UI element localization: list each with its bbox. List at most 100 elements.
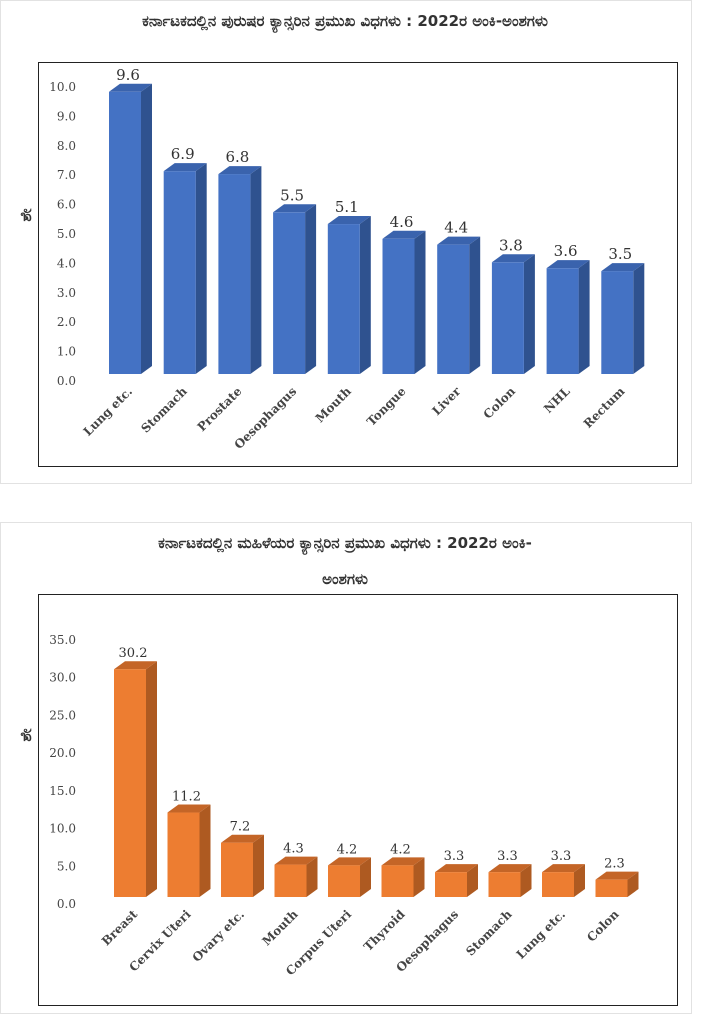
male-bar — [382, 238, 415, 374]
female-y-tick-label: 35.0 — [49, 633, 76, 647]
male-data-label: 5.5 — [280, 186, 304, 204]
female-bar — [221, 842, 253, 897]
male-y-tick-label: 3.0 — [57, 286, 76, 300]
female-data-label: 30.2 — [119, 646, 148, 661]
male-x-tick-label: Tongue — [364, 384, 409, 429]
male-bar-top — [218, 166, 262, 175]
female-y-tick-label: 10.0 — [49, 822, 76, 836]
male-x-tick-label: Prostate — [195, 384, 245, 434]
female-bar — [167, 812, 200, 897]
female-y-tick-label: 20.0 — [49, 746, 76, 760]
female-bar — [328, 865, 360, 897]
female-x-tick-label: Colon — [584, 907, 622, 945]
female-chart-title: ಕರ್ನಾಟಕದಲ್ಲಿನ ಮಹಿಳೆಯರ ಕ್ಯಾನ್ಸರಿನ ಪ್ರಮುಖ … — [158, 534, 532, 552]
male-data-label: 4.6 — [390, 213, 414, 231]
male-bar — [163, 171, 196, 374]
male-y-tick-label: 10.0 — [49, 80, 76, 94]
male-data-label: 5.1 — [335, 198, 359, 216]
male-x-tick-label: Colon — [481, 384, 519, 422]
male-bar-side — [523, 254, 535, 374]
female-x-tick-label: Breast — [99, 907, 140, 948]
female-bar — [274, 864, 307, 897]
male-x-tick-label: Mouth — [313, 384, 354, 425]
female-bar-top — [274, 856, 318, 865]
male-bar-top — [601, 263, 645, 272]
male-chart-title: ಕರ್ನಾಟಕದಲ್ಲಿನ ಪುರುಷರ ಕ್ಯಾನ್ಸರಿನ ಪ್ರಮುಖ ವ… — [142, 12, 548, 30]
female-bar-top — [488, 864, 532, 873]
male-data-label: 9.6 — [116, 66, 140, 84]
female-bar-side — [199, 804, 211, 897]
male-bar-side — [578, 260, 590, 374]
female-bar — [542, 872, 574, 897]
female-chart-title-line2: ಅಂಶಗಳು — [322, 570, 368, 588]
female-bar-top — [328, 857, 371, 866]
male-bar — [109, 91, 141, 374]
male-y-tick-label: 5.0 — [57, 227, 76, 241]
male-x-tick-label: Liver — [429, 384, 463, 418]
female-data-label: 3.3 — [444, 849, 465, 864]
female-bar-side — [627, 871, 639, 897]
female-bar-top — [595, 871, 639, 880]
male-bar-top — [437, 236, 481, 245]
female-bar — [114, 669, 146, 897]
male-y-axis-label: ಶೇ — [17, 208, 35, 222]
female-data-label: 2.3 — [604, 857, 625, 872]
male-bar-top — [491, 254, 535, 263]
female-bar-top — [435, 864, 478, 873]
male-bar-side — [469, 236, 481, 374]
male-bar-top — [327, 216, 371, 225]
female-bar-top — [542, 864, 585, 873]
female-data-label: 4.2 — [390, 842, 411, 857]
female-bar — [435, 872, 467, 897]
female-bar-side — [253, 834, 264, 897]
male-data-label: 3.5 — [608, 245, 632, 263]
male-y-tick-label: 6.0 — [57, 198, 76, 212]
male-bar-side — [633, 263, 645, 374]
male-bar-top — [546, 260, 590, 269]
male-y-tick-label: 9.0 — [57, 109, 76, 123]
female-x-tick-label: Thyroid — [361, 907, 408, 954]
female-data-label: 11.2 — [172, 790, 201, 805]
male-bar-top — [273, 204, 317, 213]
male-y-tick-label: 1.0 — [57, 345, 76, 359]
male-y-tick-label: 0.0 — [57, 374, 76, 388]
female-data-label: 3.3 — [551, 849, 572, 864]
female-data-label: 7.2 — [230, 820, 251, 835]
male-x-tick-label: Stomach — [138, 384, 190, 436]
male-bar-side — [195, 163, 207, 374]
male-bar-top — [109, 83, 152, 92]
female-y-tick-label: 30.0 — [49, 671, 76, 685]
male-bar-side — [141, 83, 152, 374]
male-x-tick-label: Rectum — [581, 384, 628, 431]
male-bar — [218, 174, 251, 374]
female-x-tick-label: Lung etc. — [514, 907, 569, 962]
male-x-tick-label: NHL — [541, 384, 573, 416]
female-x-tick-label: Stomach — [463, 907, 515, 959]
female-bar — [595, 879, 628, 897]
female-data-label: 4.2 — [337, 842, 358, 857]
male-data-label: 6.9 — [171, 145, 195, 163]
male-bar — [491, 262, 524, 374]
male-bar-top — [163, 163, 207, 172]
female-bar-side — [413, 857, 425, 897]
female-bar-top — [114, 661, 157, 670]
male-data-label: 3.6 — [554, 242, 578, 260]
male-y-tick-label: 4.0 — [57, 256, 76, 270]
female-x-tick-label: Mouth — [259, 907, 300, 948]
male-bar — [546, 268, 579, 374]
female-bar-top — [167, 804, 211, 813]
female-bar-side — [306, 856, 318, 897]
male-bar — [437, 244, 470, 374]
female-bar-side — [360, 857, 371, 897]
male-bar-side — [250, 166, 262, 374]
female-bar-side — [574, 864, 585, 897]
female-y-tick-label: 15.0 — [49, 784, 76, 798]
female-data-label: 4.3 — [283, 842, 304, 857]
male-y-tick-label: 8.0 — [57, 139, 76, 153]
female-data-label: 3.3 — [497, 849, 518, 864]
female-y-axis-label: ಶೇ — [17, 728, 35, 742]
male-data-label: 3.8 — [499, 236, 523, 254]
male-y-tick-label: 2.0 — [57, 315, 76, 329]
female-x-tick-label: Ovary etc. — [190, 907, 248, 965]
